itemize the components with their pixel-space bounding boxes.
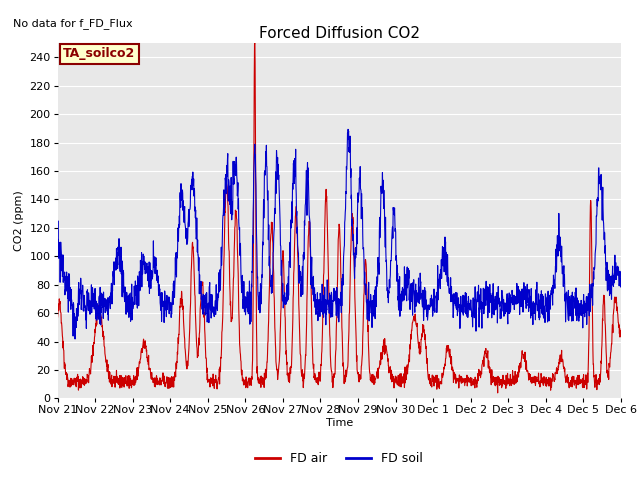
Title: Forced Diffusion CO2: Forced Diffusion CO2 (259, 25, 420, 41)
Text: TA_soilco2: TA_soilco2 (63, 48, 136, 60)
Text: No data for f_FD_Flux: No data for f_FD_Flux (13, 18, 132, 29)
Y-axis label: CO2 (ppm): CO2 (ppm) (14, 191, 24, 251)
Legend: FD air, FD soil: FD air, FD soil (250, 447, 428, 470)
X-axis label: Time: Time (326, 418, 353, 428)
